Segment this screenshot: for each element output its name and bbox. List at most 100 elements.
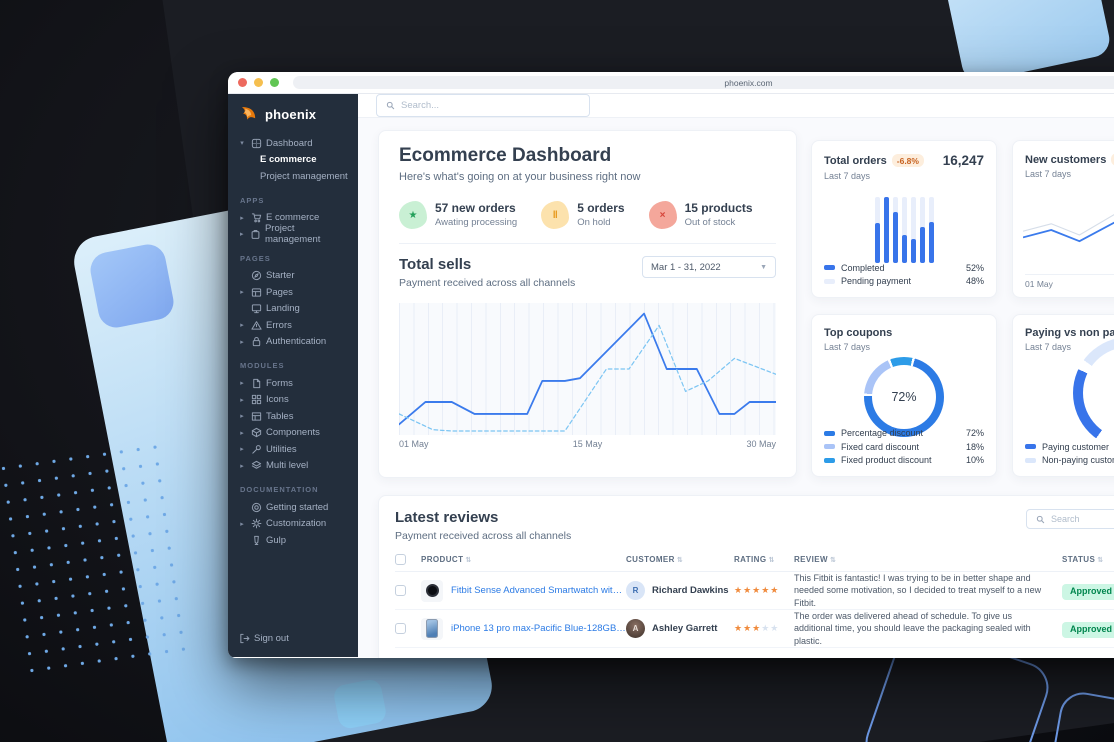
sidebar-item-utilities[interactable]: ▸ Utilities [238,441,348,458]
caret-right-icon: ▸ [240,413,244,421]
sidebar-item-label: Components [266,427,320,439]
decor-dot-grid [0,436,198,675]
product-link[interactable]: iPhone 13 pro max-Pacific Blue-128GB sto… [451,623,626,634]
stat-on-hold: ‖ 5 orders On hold [541,201,625,229]
new-customers-x-label: 01 May [1025,274,1114,289]
table-row: Fitbit Sense Advanced Smartwatch with To… [395,572,1114,610]
sidebar-item-project-management[interactable]: ▸ Project management [238,223,348,246]
avatar: A [626,619,645,638]
legend-swatch [824,265,835,271]
sidebar-item-forms[interactable]: ▸ Forms [238,375,348,392]
sidebar-item-authentication[interactable]: ▸ Authentication [238,334,348,351]
sidebar-item-pages[interactable]: ▸ Pages [238,284,348,301]
paying-card: Paying vs non paying Last 7 days Paying … [1012,314,1114,477]
new-customers-line-chart [1023,199,1114,261]
legend-row: Completed 52% [824,261,984,275]
legend-swatch [824,444,835,450]
sidebar-item-multi-level[interactable]: ▸ Multi level [238,458,348,475]
sidebar-item-gulp[interactable]: Gulp [238,532,348,549]
sidebar-item-getting-started[interactable]: Getting started [238,499,348,516]
legend-row: Percentage discount 72% [824,427,984,441]
caret-right-icon: ▸ [240,446,244,454]
layout-icon [251,288,261,297]
global-search-input[interactable] [401,100,580,111]
stat-caption: Out of stock [684,217,736,228]
close-window-button[interactable] [238,78,247,87]
column-header-status[interactable]: STATUS ⇅ [1062,555,1104,564]
table-row: iPhone 13 pro max-Pacific Blue-128GB sto… [395,610,1114,648]
sort-icon: ⇅ [1097,557,1104,564]
row-checkbox[interactable] [395,623,406,634]
column-header-product[interactable]: PRODUCT ⇅ [421,555,472,564]
sidebar-item-project-management[interactable]: Project management [238,168,348,185]
sign-out-icon [239,634,249,644]
stat-out-of-stock: × 15 products Out of stock [648,201,753,229]
sidebar-item-icons[interactable]: ▸ Icons [238,392,348,409]
product-link[interactable]: Fitbit Sense Advanced Smartwatch with To… [451,585,626,596]
order-stats-row: ★ 57 new orders Awating processing ‖ 5 o… [399,201,776,229]
brand-logo[interactable]: phoenix [228,102,358,135]
latest-reviews-title: Latest reviews [395,509,499,526]
sign-out-button[interactable]: Sign out [238,631,348,648]
product-thumbnail [421,617,443,640]
url-bar[interactable]: phoenix.com [293,76,1114,89]
warning-icon [250,320,262,330]
sidebar-nav: ▾ Dashboard E commerce Project management AP… [228,135,358,631]
sidebar-section-label: DOCUMENTATION [240,485,319,494]
brand-name: phoenix [265,107,317,122]
select-all-checkbox[interactable] [395,554,406,565]
total-orders-bar-chart [812,197,996,263]
sidebar-item-dashboard[interactable]: ▾ Dashboard [238,135,348,152]
search-icon [386,101,395,110]
sidebar-item-label: E commerce [260,154,317,166]
sidebar-item-label: E commerce [266,212,320,224]
sidebar-item-label: Project management [264,223,321,246]
total-sells-subtitle: Payment received across all channels [399,277,576,289]
caret-right-icon: ▸ [240,214,244,222]
sidebar-item-e-commerce[interactable]: E commerce [238,152,348,169]
caret-right-icon: ▸ [240,338,244,346]
x-tick: 01 May [399,439,429,449]
total-sells-x-axis: 01 May 15 May 30 May [399,439,776,449]
url-text: phoenix.com [724,77,773,88]
legend-label: Fixed product discount [841,455,932,466]
date-range-select[interactable]: Mar 1 - 31, 2022 ▼ [642,256,776,278]
sidebar-section-label: MODULES [240,361,285,370]
sidebar-item-label: Forms [266,377,293,389]
sidebar-item-tables[interactable]: ▸ Tables [238,408,348,425]
review-text: The order was delivered ahead of schedul… [794,611,1031,646]
paying-title: Paying vs non paying [1025,327,1114,339]
grid-icon [251,395,261,405]
global-search[interactable] [376,94,590,117]
sort-icon: ⇅ [676,557,684,564]
sidebar-item-customization[interactable]: ▸ Customization [238,516,348,533]
order-bar [883,197,889,263]
minimize-window-button[interactable] [254,78,263,87]
sidebar-item-starter[interactable]: Starter [238,268,348,285]
order-bar [928,197,934,263]
row-checkbox[interactable] [395,585,406,596]
column-header-rating[interactable]: RATING ⇅ [734,555,775,564]
reviews-search[interactable] [1026,509,1114,529]
reviews-search-input[interactable] [1051,514,1114,524]
glass-icon [253,535,259,545]
sidebar-item-label: Customization [266,518,327,530]
total-sells-chart [399,303,776,435]
top-coupons-donut-chart: 72% [864,357,944,437]
status-badge: Approved ✓ [1062,583,1114,600]
sidebar-item-errors[interactable]: ▸ Errors [238,317,348,334]
stat-value: 57 new orders [435,201,516,215]
sidebar-item-e-commerce[interactable]: ▸ E commerce [238,210,348,227]
column-header-customer[interactable]: CUSTOMER ⇅ [626,555,684,564]
sidebar-item-landing[interactable]: Landing [238,301,348,318]
zoom-window-button[interactable] [270,78,279,87]
sidebar-item-label: Getting started [266,501,329,513]
x-icon: × [648,201,677,229]
dashboard-content: Ecommerce Dashboard Here's what's going … [358,118,1114,658]
sidebar-item-components[interactable]: ▸ Components [238,425,348,442]
search-icon [1036,515,1045,523]
pause-icon: ‖ [541,201,570,229]
wrench-icon [251,444,261,454]
column-header-review[interactable]: REVIEW ⇅ [794,555,837,564]
legend-row: Non-paying customer [1025,454,1114,468]
